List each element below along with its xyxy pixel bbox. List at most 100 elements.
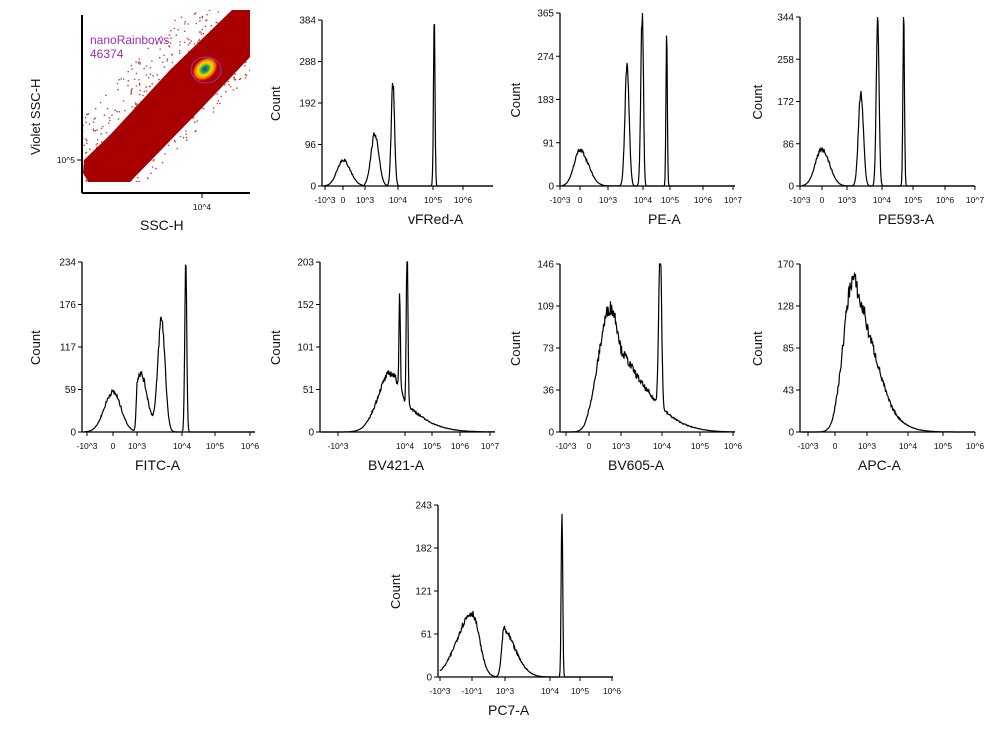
x-tick-label: -10^3 [797, 441, 818, 451]
scatter-event [173, 139, 176, 142]
histogram-pc7-a: 0 61 121 182 243 -10^3 -10^1 10^3 10^4 10^5 10^6 PC… [388, 501, 621, 719]
scatter-event [250, 33, 252, 35]
scatter-event [117, 88, 119, 91]
scatter-event [127, 84, 129, 87]
y-tick-label: 61 [421, 630, 433, 641]
scatter-event [103, 114, 106, 116]
x-tick-label: 10^5 [423, 441, 441, 451]
scatter-event [108, 198, 110, 200]
scatter-event [185, 130, 187, 132]
scatter-event [204, 25, 207, 28]
scatter-event [130, 89, 133, 91]
scatter-event [152, 74, 154, 77]
gate-name-label: nanoRainbows [90, 33, 169, 47]
scatter-event [198, 38, 200, 41]
scatter-event [215, 21, 218, 24]
gate-nanorainbows[interactable] [190, 56, 222, 84]
scatter-event [133, 78, 136, 81]
scatter-event [99, 101, 102, 104]
scatter-event [85, 180, 88, 182]
scatter-event [251, 47, 253, 49]
scatter-event [208, 0, 210, 2]
scatter-event [201, 28, 203, 31]
scatter-event [194, 2, 196, 4]
scatter-event [229, 86, 232, 88]
scatter-event [274, 38, 276, 40]
scatter-event [234, 73, 236, 75]
y-axis-label: Count [28, 330, 43, 365]
scatter-event [219, 102, 221, 105]
scatter-event [84, 117, 87, 119]
x-tick-label: 10^6 [454, 195, 472, 205]
scatter-event [260, 39, 262, 41]
scatter-event [149, 73, 152, 75]
x-tick-label: 10^6 [724, 441, 742, 451]
x-tick-label: -10^3 [789, 195, 810, 205]
x-tick-label: 10^4 [541, 686, 559, 696]
scatter-event [244, 65, 246, 67]
scatter-event [186, 37, 189, 40]
scatter-event [113, 195, 115, 197]
scatter-event [143, 90, 146, 93]
x-tick-label: 0 [587, 441, 592, 451]
scatter-density-band [83, 10, 250, 182]
scatter-event [78, 131, 80, 133]
scatter-event [184, 20, 186, 23]
scatter-event [114, 109, 116, 112]
scatter-event [86, 139, 88, 142]
scatter-event [263, 43, 265, 45]
scatter-event [216, 93, 218, 95]
scatter-event [187, 44, 190, 46]
scatter-event [177, 28, 179, 31]
scatter-event [199, 20, 201, 22]
scatter-event [83, 144, 85, 147]
x-tick-label: 10^4 [396, 441, 414, 451]
scatter-event [121, 195, 123, 197]
histogram-trace [562, 263, 736, 433]
scatter-event [142, 94, 144, 97]
scatter-event [72, 138, 74, 140]
y-tick-label: 152 [297, 300, 314, 311]
scatter-event [261, 38, 263, 40]
scatter-event [260, 50, 262, 52]
scatter-event [195, 22, 198, 25]
y-tick-label: 234 [59, 258, 76, 269]
scatter-event [216, 102, 219, 105]
scatter-event [127, 70, 129, 73]
scatter-event [228, 84, 230, 86]
scatter-event [220, 95, 222, 98]
y-tick-label: 85 [783, 344, 795, 355]
y-tick-label: 203 [297, 258, 314, 269]
y-tick-label: 172 [777, 97, 794, 108]
scatter-event [88, 123, 91, 125]
scatter-event [79, 156, 81, 158]
histogram-trace [561, 12, 735, 187]
scatter-event [118, 111, 121, 113]
y-tick-label: 243 [415, 501, 432, 512]
scatter-event [135, 187, 137, 189]
scatter-event [85, 151, 88, 154]
scatter-event [207, 7, 209, 9]
y-tick-label: 258 [777, 55, 794, 66]
scatter-event [87, 113, 90, 115]
y-tick-label: 288 [299, 57, 316, 68]
scatter-event [251, 32, 253, 34]
x-tick-label: 10^4 [389, 195, 407, 205]
scatter-event [169, 42, 172, 44]
x-axis-label: PE593-A [878, 211, 935, 227]
scatter-event [108, 186, 110, 188]
y-tick-label: 0 [70, 428, 76, 439]
scatter-event [266, 47, 268, 49]
scatter-event [79, 154, 81, 156]
scatter-event [63, 151, 65, 153]
scatter-event [254, 30, 256, 32]
x-tick-label: 10^6 [241, 441, 259, 451]
scatter-event [77, 151, 79, 153]
y-axis-label: Count [750, 84, 765, 119]
scatter-event [200, 33, 203, 35]
scatter-event [84, 152, 87, 154]
y-tick-label: 192 [299, 99, 316, 110]
scatter-event [89, 148, 91, 151]
